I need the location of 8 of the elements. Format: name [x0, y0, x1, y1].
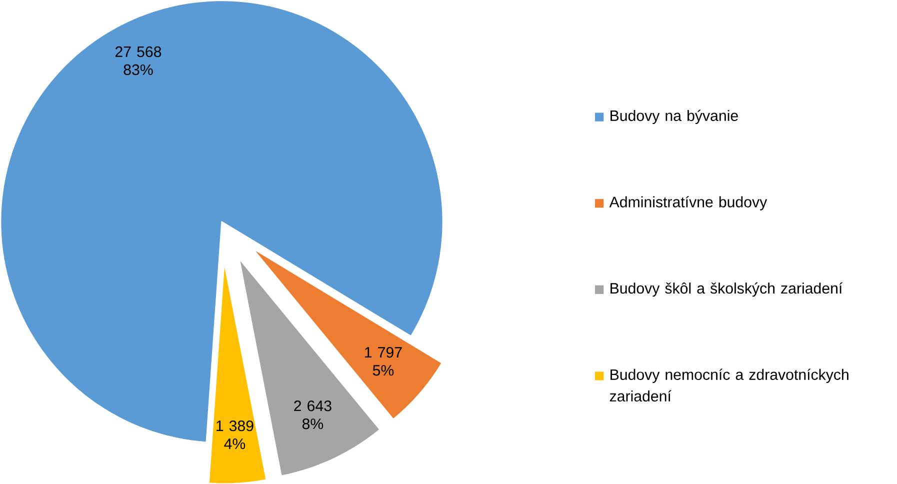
- data-label: 1 797 5%: [365, 346, 402, 376]
- legend-label: Budovy nemocníc a zdravotníckych zariadení: [610, 368, 848, 402]
- legend-label: Administratívne budovy: [609, 196, 768, 210]
- legend-label: Budovy škôl a školských zariadení: [610, 282, 843, 296]
- data-label: 2 643 8%: [294, 400, 332, 430]
- legend-label: Budovy na bývanie: [610, 110, 738, 124]
- data-label: 27 568 83%: [115, 46, 162, 75]
- data-label: 1 389 4%: [216, 420, 254, 449]
